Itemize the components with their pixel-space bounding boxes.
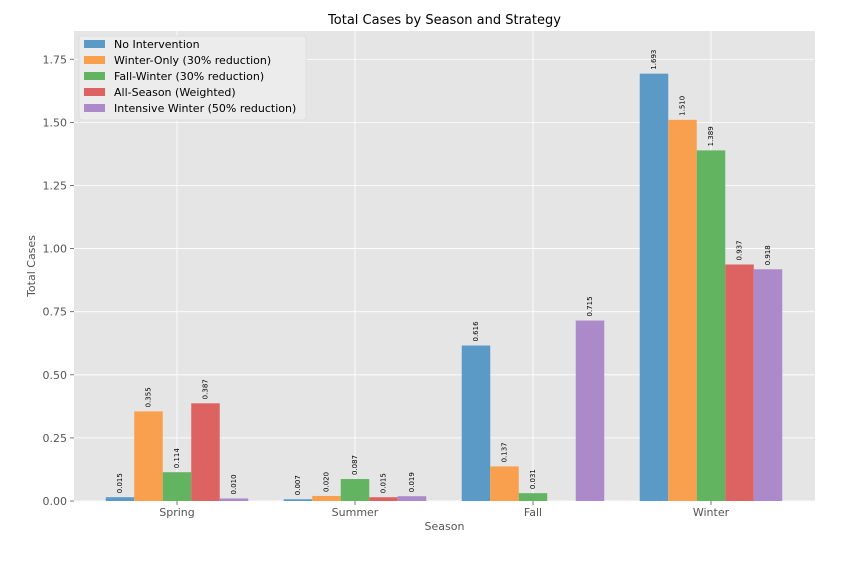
bar xyxy=(105,497,135,501)
data-label: 0.010 xyxy=(230,474,238,494)
data-label: 0.020 xyxy=(323,472,331,492)
x-axis-ticks: Spring Summer Fall Winter xyxy=(159,501,730,519)
x-tick-label: Summer xyxy=(332,506,379,519)
data-label: 0.616 xyxy=(472,321,480,342)
bar xyxy=(490,466,519,501)
legend-swatch xyxy=(84,72,105,80)
legend-entry: Fall-Winter (30% reduction) xyxy=(114,70,264,83)
bar xyxy=(461,345,491,501)
bars xyxy=(105,73,783,501)
data-label: 0.015 xyxy=(116,473,124,493)
data-label: 0.937 xyxy=(736,240,744,260)
bar xyxy=(312,495,341,501)
bar xyxy=(575,320,605,501)
bar xyxy=(639,73,669,501)
chart-title: Total Cases by Season and Strategy xyxy=(327,13,561,28)
bar xyxy=(668,119,697,501)
legend-entry: All-Season (Weighted) xyxy=(114,86,236,99)
data-label: 1.693 xyxy=(650,50,658,70)
legend-box xyxy=(78,35,307,121)
bar xyxy=(191,403,220,501)
data-label: 0.015 xyxy=(380,473,388,493)
legend-entry: Winter-Only (30% reduction) xyxy=(114,54,271,67)
bar xyxy=(283,499,313,501)
bar xyxy=(696,150,726,501)
bar xyxy=(397,496,427,501)
y-axis-ticks: 0.00 0.25 0.50 0.75 1.00 1.25 1.50 1.75 xyxy=(43,53,74,508)
legend-swatch xyxy=(84,88,105,96)
legend: No Intervention Winter-Only (30% reductio… xyxy=(78,35,307,121)
data-label: 1.389 xyxy=(707,126,715,146)
bar xyxy=(340,479,370,501)
data-label: 0.087 xyxy=(351,455,359,475)
y-tick-label: 0.00 xyxy=(43,495,68,508)
data-label: 0.387 xyxy=(202,379,210,399)
legend-swatch xyxy=(84,40,105,48)
bar xyxy=(219,498,249,501)
x-tick-label: Fall xyxy=(524,506,542,519)
y-tick-label: 0.50 xyxy=(43,369,68,382)
data-label: 1.510 xyxy=(679,96,687,116)
y-tick-label: 0.25 xyxy=(43,432,68,445)
data-label: 0.031 xyxy=(529,469,537,489)
data-label: 0.007 xyxy=(294,475,302,495)
bar xyxy=(162,472,192,501)
y-tick-label: 1.50 xyxy=(43,116,68,129)
data-label: 0.918 xyxy=(764,245,772,265)
data-label: 0.715 xyxy=(586,296,594,316)
x-tick-label: Winter xyxy=(693,506,730,519)
data-label: 0.137 xyxy=(501,442,509,462)
y-tick-label: 0.75 xyxy=(43,306,68,319)
data-label: 0.114 xyxy=(173,448,181,469)
y-axis-label: Total Cases xyxy=(25,235,38,298)
legend-swatch xyxy=(84,104,105,112)
bar xyxy=(725,264,754,501)
x-axis-label: Season xyxy=(425,520,465,533)
y-tick-label: 1.00 xyxy=(43,243,68,256)
legend-entry: Intensive Winter (50% reduction) xyxy=(114,102,296,115)
legend-swatch xyxy=(84,56,105,64)
bar xyxy=(134,411,163,501)
bar xyxy=(369,497,398,501)
data-labels: 0.015 0.007 0.616 1.693 0.355 0.020 0.137 1.510… xyxy=(116,50,772,496)
bar xyxy=(753,269,783,501)
bar xyxy=(518,493,548,501)
y-tick-label: 1.75 xyxy=(43,53,68,66)
data-label: 0.355 xyxy=(145,387,153,407)
data-label: 0.019 xyxy=(408,472,416,492)
legend-entry: No Intervention xyxy=(114,38,200,51)
y-tick-label: 1.25 xyxy=(43,179,68,192)
x-tick-label: Spring xyxy=(159,506,195,519)
